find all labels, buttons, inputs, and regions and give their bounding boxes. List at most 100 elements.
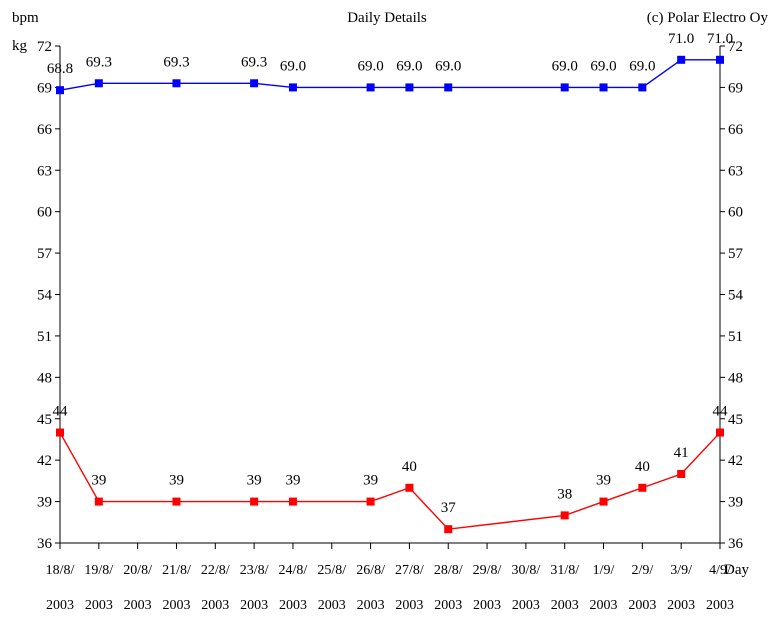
left-y-tick-label: 42	[37, 453, 52, 469]
data-point-marker	[638, 483, 647, 492]
x-tick-label-date: 25/8/	[317, 563, 346, 578]
data-label: 69.0	[280, 58, 306, 74]
right-y-tick-label: 63	[728, 163, 743, 179]
x-tick-label-year: 2003	[318, 598, 346, 613]
left-y-tick-label: 60	[37, 205, 52, 221]
x-tick-label-date: 1/9/	[593, 563, 615, 578]
x-tick-label-date: 2/9/	[631, 563, 653, 578]
data-point-marker	[677, 55, 686, 64]
data-label: 69.0	[396, 58, 422, 74]
right-y-tick-label: 69	[728, 80, 743, 96]
copyright-notice: (c) Polar Electro Oy	[646, 10, 768, 26]
data-point-marker	[716, 55, 724, 64]
left-y-tick-label: 72	[37, 39, 52, 55]
left-y-tick-label: 57	[37, 246, 53, 262]
data-label: 71.0	[707, 31, 733, 47]
right-y-tick-label: 45	[728, 412, 743, 428]
left-y-tick-label: 69	[37, 80, 52, 96]
x-tick-label-year: 2003	[706, 598, 734, 613]
x-tick-label-date: 4/9/	[709, 563, 731, 578]
data-label: 69.0	[357, 58, 383, 74]
x-tick-label-year: 2003	[124, 598, 152, 613]
data-point-marker	[444, 525, 453, 534]
data-point-marker	[172, 497, 181, 506]
x-tick-label-year: 2003	[279, 598, 307, 613]
data-point-marker	[172, 79, 181, 88]
left-y-tick-label: 48	[37, 370, 52, 386]
data-point-marker	[288, 497, 297, 506]
x-tick-label-year: 2003	[357, 598, 385, 613]
x-tick-label-year: 2003	[85, 598, 113, 613]
data-label: 69.0	[629, 58, 655, 74]
left-y-tick-label: 36	[37, 536, 53, 552]
x-tick-label-date: 20/8/	[123, 563, 152, 578]
data-label: 69.0	[590, 58, 616, 74]
x-tick-label-date: 22/8/	[201, 563, 230, 578]
data-label: 69.3	[163, 54, 189, 70]
x-axis-label: Day	[724, 562, 749, 578]
right-y-tick-label: 36	[728, 536, 744, 552]
data-label: 39	[169, 473, 184, 489]
x-tick-label-year: 2003	[240, 598, 268, 613]
data-label: 71.0	[668, 31, 694, 47]
x-tick-label-year: 2003	[590, 598, 618, 613]
right-y-tick-label: 42	[728, 453, 743, 469]
data-label: 39	[247, 473, 262, 489]
x-tick-label-date: 28/8/	[434, 563, 463, 578]
data-point-marker	[56, 428, 64, 437]
right-y-tick-label: 57	[728, 246, 744, 262]
data-point-marker	[677, 469, 686, 478]
data-point-marker	[366, 83, 375, 92]
data-label: 39	[596, 473, 611, 489]
left-y-tick-label: 63	[37, 163, 52, 179]
x-tick-label-year: 2003	[201, 598, 229, 613]
data-point-marker	[638, 83, 647, 92]
data-point-marker	[560, 511, 569, 520]
x-tick-label-date: 3/9/	[670, 563, 692, 578]
data-point-marker	[94, 497, 103, 506]
data-point-marker	[405, 83, 414, 92]
data-point-marker	[250, 79, 259, 88]
left-y-tick-label: 66	[37, 122, 53, 138]
x-tick-label-date: 31/8/	[550, 563, 579, 578]
left-y-tick-label: 51	[37, 329, 52, 345]
data-label: 44	[53, 404, 69, 420]
x-tick-label-year: 2003	[473, 598, 501, 613]
x-tick-label-year: 2003	[512, 598, 540, 613]
right-y-tick-label: 54	[728, 288, 744, 304]
data-label: 40	[402, 459, 417, 475]
data-point-marker	[716, 428, 724, 437]
right-y-tick-label: 66	[728, 122, 744, 138]
data-label: 37	[441, 500, 457, 516]
data-label: 38	[557, 486, 572, 502]
data-label: 69.0	[435, 58, 461, 74]
data-label: 39	[285, 473, 300, 489]
data-point-marker	[599, 497, 608, 506]
x-tick-label-year: 2003	[667, 598, 695, 613]
x-tick-label-date: 23/8/	[240, 563, 269, 578]
x-tick-label-date: 30/8/	[511, 563, 540, 578]
chart-title: Daily Details	[347, 10, 427, 26]
x-tick-label-date: 24/8/	[279, 563, 308, 578]
data-point-marker	[288, 83, 297, 92]
y-axis-label-kg: kg	[12, 38, 27, 54]
y-axis-label-bpm: bpm	[12, 10, 39, 26]
x-tick-label-year: 2003	[162, 598, 190, 613]
data-label: 44	[713, 404, 729, 420]
data-point-marker	[560, 83, 569, 92]
data-label: 69.3	[86, 54, 112, 70]
x-tick-label-year: 2003	[395, 598, 423, 613]
left-y-tick-label: 54	[37, 288, 53, 304]
data-point-marker	[444, 83, 453, 92]
data-label: 69.3	[241, 54, 267, 70]
data-point-marker	[94, 79, 103, 88]
data-label: 41	[674, 445, 689, 461]
data-label: 39	[363, 473, 378, 489]
right-y-tick-label: 48	[728, 370, 743, 386]
data-label: 68.8	[47, 61, 73, 77]
x-tick-label-date: 27/8/	[395, 563, 424, 578]
x-tick-label-year: 2003	[434, 598, 462, 613]
x-tick-label-year: 2003	[628, 598, 656, 613]
data-point-marker	[405, 483, 414, 492]
